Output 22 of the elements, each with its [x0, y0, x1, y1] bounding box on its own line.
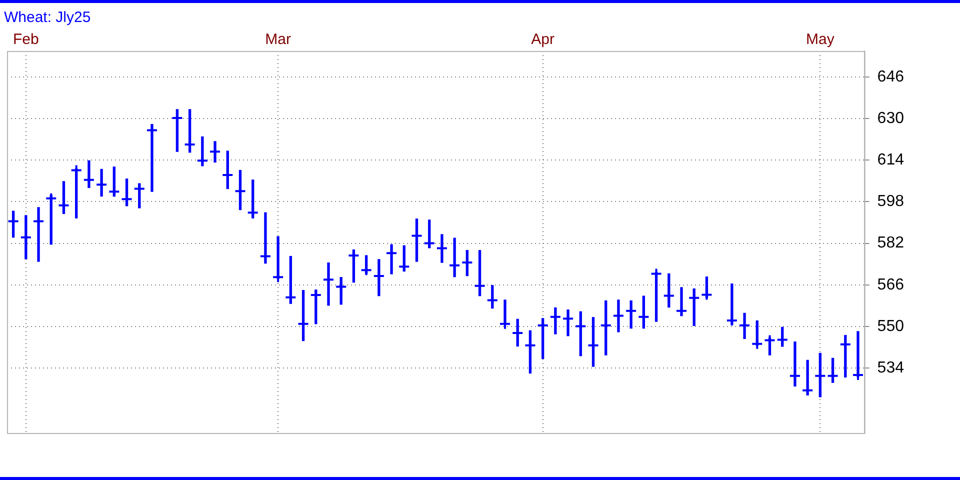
x-tick-label: Feb — [12, 31, 39, 48]
bar — [276, 236, 280, 279]
bar — [730, 284, 734, 325]
x-tick-label: Mar — [265, 31, 291, 48]
y-tick-label: 550 — [877, 318, 904, 335]
chart-title: Wheat: Jly25 — [4, 9, 91, 26]
bar — [264, 212, 267, 264]
bar — [856, 331, 860, 377]
y-tick-label: 598 — [877, 193, 904, 210]
y-tick-label: 582 — [877, 234, 904, 252]
y-tick-label: 614 — [877, 152, 904, 169]
y-tick-label: 630 — [877, 110, 904, 127]
bar — [327, 262, 330, 306]
y-tick-label: 566 — [877, 276, 904, 294]
bar — [453, 238, 456, 278]
bar — [37, 207, 40, 262]
y-tick-label: 534 — [877, 359, 904, 376]
x-tick-label: May — [806, 31, 835, 48]
x-tick-label: Apr — [531, 31, 554, 48]
bar — [150, 124, 154, 192]
bar — [794, 341, 796, 387]
y-tick-label: 646 — [877, 68, 904, 86]
